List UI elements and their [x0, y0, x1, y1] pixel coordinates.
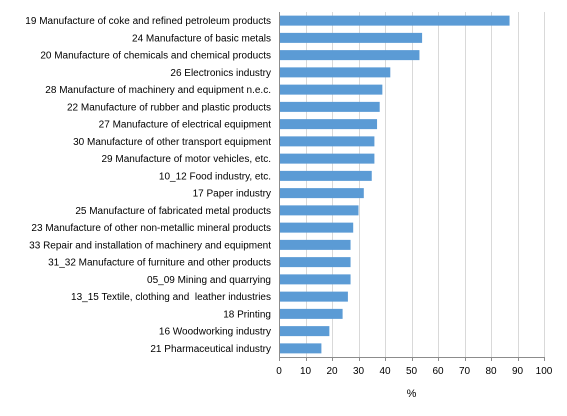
bar	[279, 32, 423, 43]
x-tick-labels: 0 10 20 30 40 50 60 70 80 90 100	[276, 366, 553, 377]
x-tick-label: 90	[512, 366, 524, 377]
x-tick-label: 0	[276, 366, 282, 377]
category-label: 29 Manufacture of motor vehicles, etc.	[101, 154, 271, 165]
category-label: 31_32 Manufacture of furniture and other…	[48, 258, 271, 269]
category-label: 25 Manufacture of fabricated metal produ…	[75, 206, 271, 217]
bar	[279, 222, 354, 233]
bar	[279, 136, 375, 147]
x-axis-title: %	[407, 388, 417, 400]
bar	[279, 308, 343, 319]
category-label: 05_09 Mining and quarrying	[147, 275, 271, 286]
bar	[279, 84, 383, 95]
x-tick-label: 70	[459, 366, 471, 377]
bar	[279, 326, 330, 337]
x-tick-label: 10	[300, 366, 312, 377]
category-label: 28 Manufacture of machinery and equipmen…	[45, 85, 271, 96]
bar	[279, 274, 351, 285]
bar	[279, 343, 322, 354]
bar	[279, 50, 420, 61]
x-tick-label: 80	[485, 366, 497, 377]
gridlines	[306, 12, 545, 357]
x-axis	[279, 12, 545, 361]
x-tick-label: 30	[353, 366, 365, 377]
category-label: 20 Manufacture of chemicals and chemical…	[40, 51, 271, 62]
category-label: 17 Paper industry	[193, 189, 271, 200]
category-label: 30 Manufacture of other transport equipm…	[73, 137, 271, 148]
bar	[279, 101, 380, 112]
bar	[279, 239, 351, 250]
x-tick-label: 20	[326, 366, 338, 377]
category-label: 23 Manufacture of other non-metallic min…	[31, 223, 271, 234]
bar	[279, 67, 391, 78]
bar	[279, 257, 351, 268]
category-label: 21 Pharmaceutical industry	[150, 344, 271, 355]
category-label: 19 Manufacture of coke and refined petro…	[25, 16, 271, 27]
category-label: 16 Woodworking industry	[159, 327, 271, 338]
category-label: 33 Repair and installation of machinery …	[29, 240, 271, 251]
bar	[279, 205, 359, 216]
category-labels: 19 Manufacture of coke and refined petro…	[25, 16, 271, 355]
bar	[279, 188, 364, 199]
bar	[279, 153, 375, 164]
x-tick-label: 50	[406, 366, 418, 377]
bar	[279, 291, 348, 302]
bar	[279, 170, 372, 181]
category-label: 18 Printing	[223, 309, 271, 320]
category-label: 13_15 Textile, clothing and leather indu…	[71, 292, 271, 303]
bars	[279, 15, 510, 354]
x-tick-label: 100	[536, 366, 553, 377]
x-tick-label: 40	[379, 366, 391, 377]
category-label: 26 Electronics industry	[170, 68, 271, 79]
category-label: 24 Manufacture of basic metals	[132, 33, 271, 44]
category-label: 27 Manufacture of electrical equipment	[99, 120, 272, 131]
x-tick-label: 60	[432, 366, 444, 377]
bar	[279, 119, 378, 130]
bar	[279, 15, 510, 26]
category-label: 22 Manufacture of rubber and plastic pro…	[67, 102, 271, 113]
category-label: 10_12 Food industry, etc.	[159, 171, 271, 182]
